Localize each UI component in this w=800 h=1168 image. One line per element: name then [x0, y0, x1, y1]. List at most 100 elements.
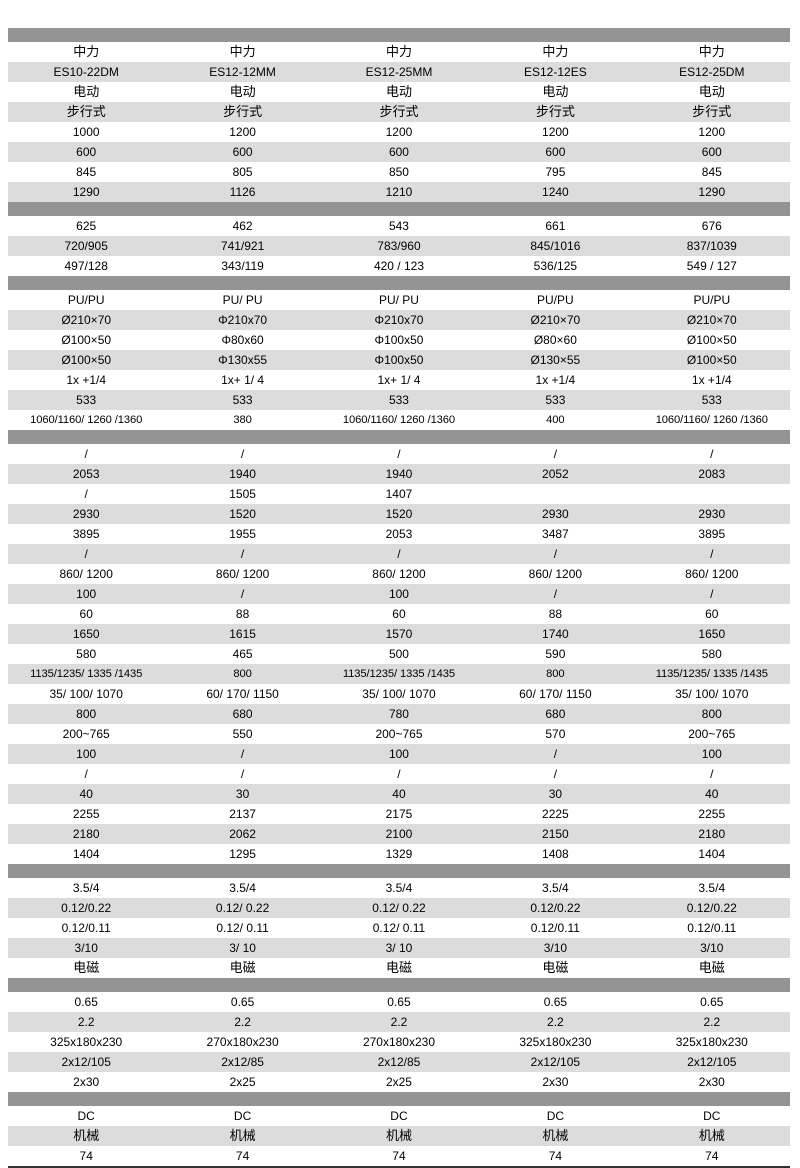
cell-tiller-height-col2: /: [164, 544, 321, 564]
cell-model-col3: ES12-25MM: [320, 62, 478, 82]
cell-load-center-col5: 600: [633, 142, 790, 162]
cell-aisle-width-1-col3: 2175: [320, 804, 478, 824]
specification-table: 中力 中力 中力 中力 中力 ES10-22DM ES12-12MM ES12-25MM ES1…: [8, 28, 790, 1166]
cell-fork-dimensions-col1: 35/ 100/ 1070: [8, 684, 165, 704]
cell-tyre-castor-col3: Φ100x50: [320, 350, 478, 370]
cell-tread-rear-col4: 400: [477, 410, 634, 430]
section-band-section-weights: [8, 202, 790, 216]
cell-fork-spread-col2: 550: [164, 724, 321, 744]
cell-mast-lowered-col3: 1940: [320, 464, 478, 484]
cell-gradeability-col1: 3/10: [8, 938, 165, 958]
cell-aisle-width-1-col5: 2255: [633, 804, 790, 824]
cell-lift-speed-col2: 0.12/ 0.22: [164, 898, 321, 918]
cell-steering-type-col2: 机械: [164, 1126, 321, 1146]
cell-noise-level-col4: 74: [477, 1146, 634, 1166]
cell-power-type-col1: 电动: [8, 82, 165, 102]
cell-tyre-type-col3: PU/ PU: [320, 290, 478, 310]
section-band-section-performance: [8, 864, 790, 878]
cell-model-col4: ES12-12ES: [477, 62, 634, 82]
cell-capacity-col3: 1200: [320, 122, 478, 142]
cell-gradeability-col3: 3/ 10: [320, 938, 478, 958]
cell-wheelbase-b-col5: 1290: [633, 182, 790, 202]
cell-service-weight-col2: 462: [164, 216, 321, 236]
section-band-section-motor-battery: [8, 978, 790, 992]
cell-ground-clear-1-col1: 100: [8, 744, 165, 764]
cell-tyre-rear-col2: Φ80x60: [164, 330, 321, 350]
table-row: 3/10 3/ 10 3/ 10 3/10 3/10: [8, 938, 790, 958]
cell-length-to-fork-col5: 580: [633, 644, 790, 664]
cell-service-weight-col5: 676: [633, 216, 790, 236]
cell-controller-type-col1: DC: [8, 1106, 165, 1126]
cell-tread-rear-col5: 1060/1160/ 1260 /1360: [633, 410, 790, 430]
cell-noise-level-col1: 74: [8, 1146, 165, 1166]
cell-lift-motor-col5: 2.2: [633, 1012, 790, 1032]
table-row: / / / / /: [8, 764, 790, 784]
table-row: Ø100×50 Φ130x55 Φ100x50 Ø130×55 Ø100×50: [8, 350, 790, 370]
cell-turning-radius-col1: 1404: [8, 844, 165, 864]
cell-fork-lowered-col1: 100: [8, 584, 165, 604]
cell-axle-load-laden-col4: 845/1016: [477, 236, 634, 256]
table-row: 0.65 0.65 0.65 0.65 0.65: [8, 992, 790, 1012]
table-row: 860/ 1200 860/ 1200 860/ 1200 860/ 1200 860/…: [8, 564, 790, 584]
cell-tyre-front-col1: Ø210×70: [8, 310, 165, 330]
table-row: Ø100×50 Φ80x60 Φ100x50 Ø80×60 Ø100×50: [8, 330, 790, 350]
table-row: 2930 1520 1520 2930 2930: [8, 504, 790, 524]
cell-brand-col5: 中力: [633, 42, 790, 62]
table-row: 2.2 2.2 2.2 2.2 2.2: [8, 1012, 790, 1032]
cell-operate-type-col5: 步行式: [633, 102, 790, 122]
cell-overall-width-col2: 800: [164, 664, 321, 684]
table-row: 1060/1160/ 1260 /1360 380 1060/1160/ 1260 …: [8, 410, 790, 430]
cell-turning-radius-col5: 1404: [633, 844, 790, 864]
cell-length-to-fork-col4: 590: [477, 644, 634, 664]
cell-aisle-width-2-col3: 2100: [320, 824, 478, 844]
table-row: 100/100//: [8, 584, 790, 604]
cell-lift-height-col1: 2930: [8, 504, 165, 524]
cell-drive-motor-col5: 0.65: [633, 992, 790, 1012]
cell-battery-box-size-col2: 270x180x230: [164, 1032, 321, 1052]
cell-battery-weight-col5: 2x30: [633, 1072, 790, 1092]
cell-axle-load-laden-col3: 783/960: [320, 236, 478, 256]
cell-tyre-castor-col5: Ø100×50: [633, 350, 790, 370]
cell-lift-speed-col3: 0.12/ 0.22: [320, 898, 478, 918]
cell-brake-type-col5: 电磁: [633, 958, 790, 978]
cell-tilt-col3: /: [320, 444, 478, 464]
section-band-cell: [8, 276, 790, 290]
cell-travel-speed-col4: 3.5/4: [477, 878, 634, 898]
cell-load-center-col4: 600: [477, 142, 634, 162]
table-row: 800 680 780 680 800: [8, 704, 790, 724]
cell-noise-level-col3: 74: [320, 1146, 478, 1166]
cell-battery-box-size-col5: 325x180x230: [633, 1032, 790, 1052]
section-band-section-identification: [8, 28, 790, 42]
cell-free-lift-col3: 1407: [320, 484, 478, 504]
cell-axle-load-unladen-col1: 497/128: [8, 256, 165, 276]
cell-load-center-col2: 600: [164, 142, 321, 162]
table-row: 电磁 电磁 电磁 电磁 电磁: [8, 958, 790, 978]
cell-tyre-castor-col1: Ø100×50: [8, 350, 165, 370]
table-row: DC DC DC DC DC: [8, 1106, 790, 1126]
cell-tilt-col4: /: [477, 444, 634, 464]
cell-lower-speed-col4: 0.12/0.11: [477, 918, 634, 938]
cell-ground-clear-1-col3: 100: [320, 744, 478, 764]
cell-tiller-height-col3: /: [320, 544, 478, 564]
cell-fork-lowered-col4: /: [477, 584, 634, 604]
cell-travel-speed-col3: 3.5/4: [320, 878, 478, 898]
cell-free-lift-col4: [477, 484, 634, 504]
table-row: PU/PU PU/ PU PU/ PU PU/PU PU/PU: [8, 290, 790, 310]
cell-fork-spread-col1: 200~765: [8, 724, 165, 744]
cell-ground-clear-2-col1: /: [8, 764, 165, 784]
table-row: 2180 2062 2100 2150 2180: [8, 824, 790, 844]
table-row: 1x +1/4 1x+ 1/ 4 1x+ 1/ 4 1x +1/4 1x +1/4: [8, 370, 790, 390]
cell-tiller-range-col4: 860/ 1200: [477, 564, 634, 584]
table-row: / / / / /: [8, 544, 790, 564]
cell-axle-load-laden-col1: 720/905: [8, 236, 165, 256]
cell-fork-carriage-col3: 780: [320, 704, 478, 724]
cell-tread-front-col5: 533: [633, 390, 790, 410]
cell-ground-clear-2-col2: /: [164, 764, 321, 784]
table-row: 40 30 40 30 40: [8, 784, 790, 804]
cell-drive-motor-col2: 0.65: [164, 992, 321, 1012]
table-row: 1290 1126 1210 1240 1290: [8, 182, 790, 202]
cell-fork-carriage-col4: 680: [477, 704, 634, 724]
cell-brake-type-col4: 电磁: [477, 958, 634, 978]
cell-operate-type-col1: 步行式: [8, 102, 165, 122]
cell-fork-dimensions-col3: 35/ 100/ 1070: [320, 684, 478, 704]
